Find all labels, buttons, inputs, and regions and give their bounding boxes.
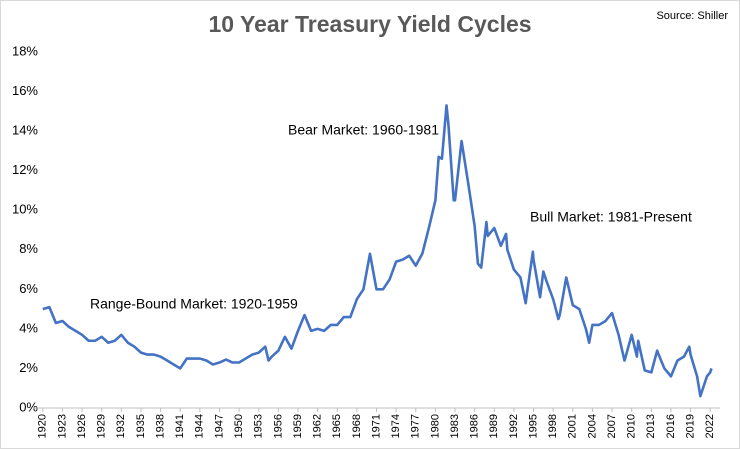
x-tick-label: 1965 (331, 414, 343, 438)
x-tick-label: 1974 (390, 414, 402, 438)
x-tick-label: 1953 (253, 414, 265, 438)
y-tick-label: 12% (12, 162, 38, 177)
x-tick-label: 1959 (292, 414, 304, 438)
x-tick-label: 1935 (135, 414, 147, 438)
x-tick-label: 2013 (645, 414, 657, 438)
x-tick-label: 1950 (233, 414, 245, 438)
chart-title: 10 Year Treasury Yield Cycles (208, 11, 531, 37)
x-tick-label: 1932 (115, 414, 127, 438)
y-tick-label: 2% (19, 360, 38, 375)
x-tick-label: 1923 (56, 414, 68, 438)
x-tick-label: 2004 (586, 414, 598, 438)
source-note: Source: Shiller (656, 10, 728, 22)
x-tick-label: 1998 (547, 414, 559, 438)
annotation: Range-Bound Market: 1920-1959 (90, 296, 298, 312)
y-tick-label: 4% (19, 320, 38, 335)
line-series (42, 104, 713, 398)
y-tick-label: 18% (12, 43, 38, 58)
x-tick-label: 1962 (312, 414, 324, 438)
x-tick-label: 1968 (351, 414, 363, 438)
y-tick-label: 8% (19, 241, 38, 256)
y-tick-label: 10% (12, 202, 38, 217)
y-tick-label: 16% (12, 83, 38, 98)
x-tick-label: 1944 (194, 414, 206, 438)
x-tick-label: 2007 (606, 414, 618, 438)
x-tick-label: 1938 (154, 414, 166, 438)
x-tick-label: 1926 (76, 414, 88, 438)
x-tick-label: 1941 (174, 414, 186, 438)
y-tick-label: 0% (19, 399, 38, 414)
x-tick-label: 1929 (96, 414, 108, 438)
x-tick-label: 2010 (626, 414, 638, 438)
x-tick-label: 1980 (429, 414, 441, 438)
x-tick-label: 1986 (469, 414, 481, 438)
x-tick-label: 1947 (213, 414, 225, 438)
x-tick-label: 1977 (410, 414, 422, 438)
x-tick-label: 2019 (684, 414, 696, 438)
x-tick-label: 1956 (272, 414, 284, 438)
annotation: Bull Market: 1981-Present (530, 209, 692, 225)
x-tick-label: 2001 (567, 414, 579, 438)
y-tick-label: 6% (19, 281, 38, 296)
y-tick-label: 14% (12, 123, 38, 138)
x-tick-label: 1989 (488, 414, 500, 438)
x-tick-label: 1920 (37, 414, 49, 438)
x-tick-label: 1971 (370, 414, 382, 438)
x-tick-label: 1995 (527, 414, 539, 438)
x-tick-label: 1992 (508, 414, 520, 438)
x-tick-label: 1983 (449, 414, 461, 438)
annotation: Bear Market: 1960-1981 (288, 122, 439, 138)
x-tick-label: 2022 (704, 414, 716, 438)
x-tick-label: 2016 (665, 414, 677, 438)
